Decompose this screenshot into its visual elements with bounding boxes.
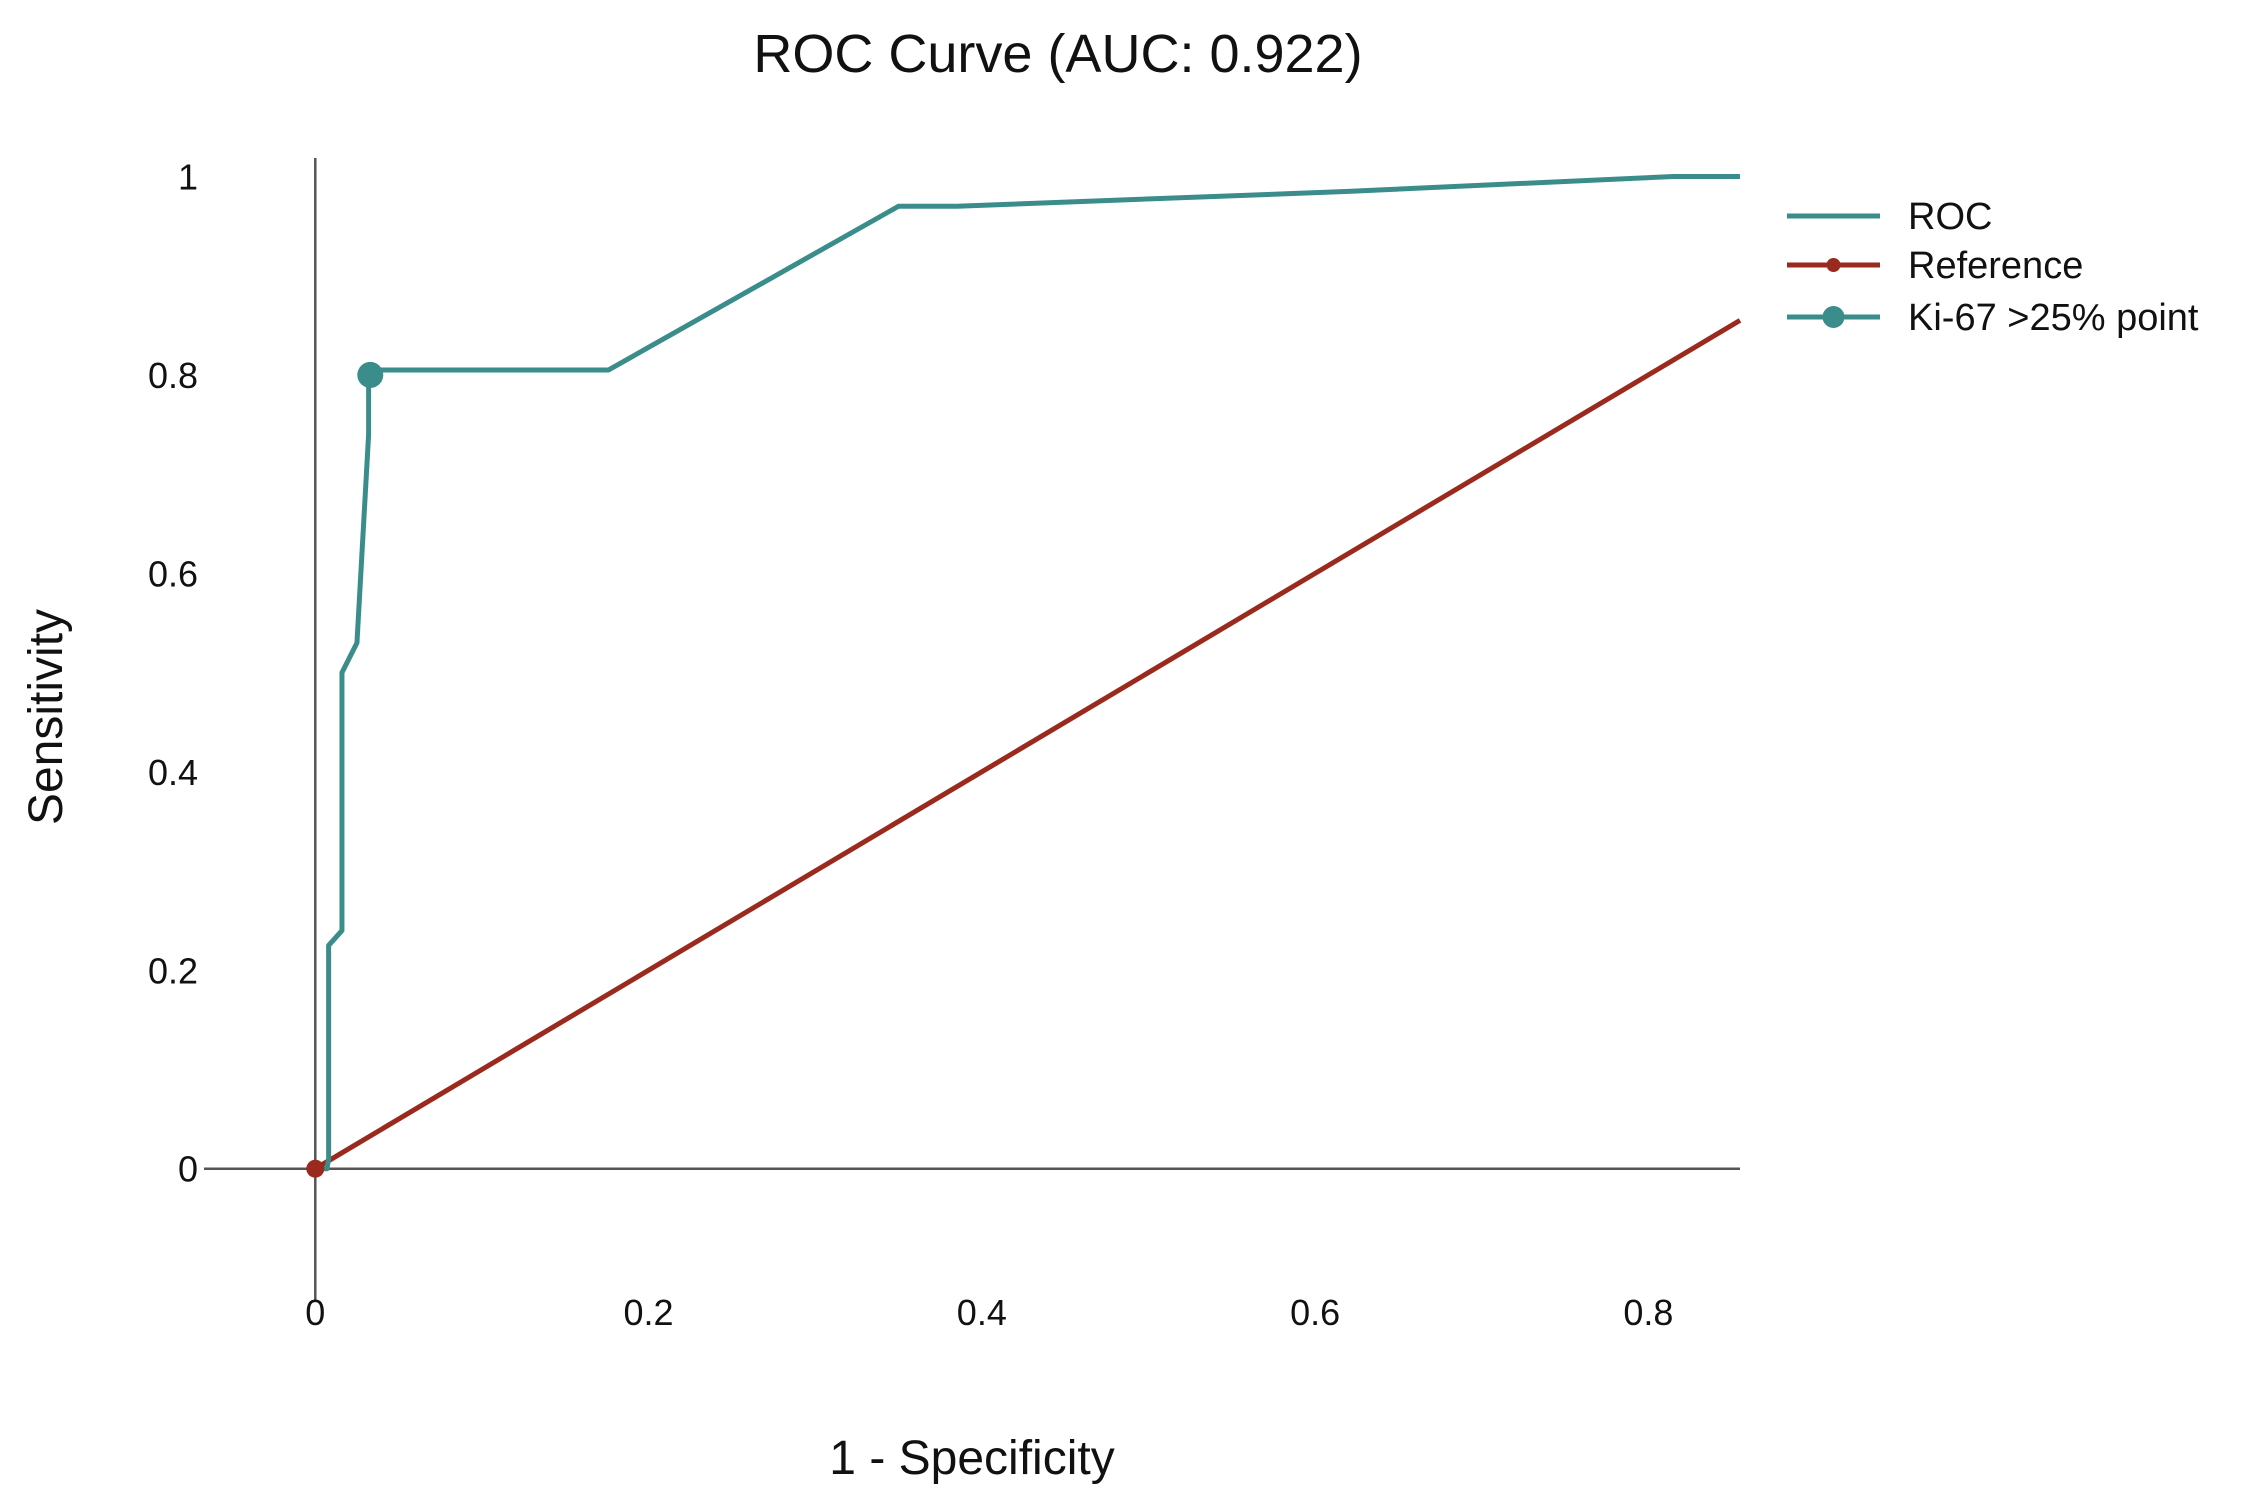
reference-line xyxy=(314,318,1742,1171)
ki67-point-marker xyxy=(357,361,384,388)
legend-item-ki67-point: Ki-67 >25% point xyxy=(1787,297,2199,339)
x-tick-label: 0.8 xyxy=(1623,1292,1673,1333)
legend-label: Reference xyxy=(1908,245,2083,287)
chart-title: ROC Curve (AUC: 0.922) xyxy=(753,24,1362,84)
x-tick-label: 0.6 xyxy=(1290,1292,1340,1333)
legend-swatch-marker xyxy=(1826,258,1841,272)
y-tick-label: 0 xyxy=(178,1149,198,1190)
y-tick-label: 0.2 xyxy=(148,950,198,991)
y-axis-label: Sensitivity xyxy=(20,609,73,825)
x-tick-label: 0.2 xyxy=(624,1292,674,1333)
y-tick-label: 0.6 xyxy=(148,553,198,594)
legend-label: ROC xyxy=(1908,196,1992,238)
legend-swatch-marker xyxy=(1822,306,1845,328)
legend-label: Ki-67 >25% point xyxy=(1908,297,2199,339)
x-tick-label: 0 xyxy=(305,1292,325,1333)
legend: ROC Reference Ki-67 >25% point xyxy=(1787,196,2199,339)
roc-curve xyxy=(315,173,1740,1172)
legend-item-reference: Reference xyxy=(1787,245,2083,287)
x-axis-label: 1 - Specificity xyxy=(829,1432,1114,1485)
y-tick-label: 0.4 xyxy=(148,752,198,793)
legend-item-roc: ROC xyxy=(1787,196,1992,238)
y-tick-label: 0.8 xyxy=(148,355,198,396)
y-tick-label: 1 xyxy=(178,156,198,197)
plot-area: 0 0.2 0.4 0.6 0.8 0 0.2 0.4 0.6 0.8 1 xyxy=(148,156,1742,1333)
x-tick-label: 0.4 xyxy=(957,1292,1007,1333)
reference-point-marker xyxy=(306,1159,325,1178)
